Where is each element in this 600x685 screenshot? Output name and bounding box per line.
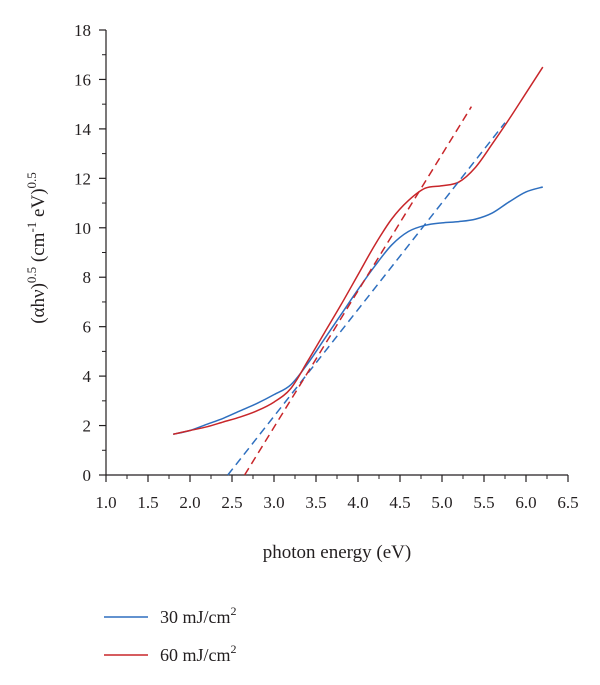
legend: 30 mJ/cm2 60 mJ/cm2 [104,604,237,665]
x-ticks: 1.0 1.5 2.0 2.5 3.0 3.5 4.0 4.5 5.0 5.5 6.0 6.5 [95,475,579,512]
x-tick-label: 3.5 [305,493,326,512]
x-tick-label: 5.0 [431,493,452,512]
x-tick-label: 4.0 [347,493,368,512]
x-tick-label: 6.5 [557,493,578,512]
x-tick-label: 5.5 [473,493,494,512]
y-tick-label: 10 [74,219,91,238]
x-tick-label: 2.0 [179,493,200,512]
x-axis-title: photon energy (eV) [263,542,411,563]
y-axis-title-base: (αhν) [28,283,49,324]
x-tick-label: 6.0 [515,493,536,512]
axes [105,30,568,476]
y-axis-title: (αhν)0.5 (cm-1 eV)0.5 [24,172,49,324]
legend-label-30: 30 mJ/cm2 [160,604,237,627]
x-tick-label: 1.0 [95,493,116,512]
x-tick-label: 2.5 [221,493,242,512]
y-axis-title-exp3: 0.5 [24,172,39,188]
y-tick-label: 16 [74,70,91,89]
y-tick-label: 18 [74,21,91,40]
y-axis-title-mid: (cm [28,232,49,267]
y-tick-label: 2 [83,417,92,436]
y-ticks: 0 2 4 6 8 10 12 14 16 18 [74,21,106,485]
x-tick-label: 1.5 [137,493,158,512]
fit-line-2 [227,122,506,476]
y-tick-label: 6 [83,318,92,337]
fit-line-3 [243,106,473,476]
x-tick-label: 3.0 [263,493,284,512]
series-line-0 [173,186,544,435]
series-line-1 [173,66,544,435]
y-axis-title-exp2: -1 [24,222,39,233]
series-lines [173,66,544,476]
y-axis-title-tail: eV) [28,188,49,221]
y-tick-label: 12 [74,169,91,188]
y-tick-label: 4 [83,367,92,386]
y-axis-title-exp1: 0.5 [24,267,39,283]
legend-label-60: 60 mJ/cm2 [160,642,237,665]
y-tick-label: 14 [74,120,92,139]
y-tick-label: 8 [83,268,92,287]
x-tick-label: 4.5 [389,493,410,512]
y-tick-label: 0 [83,466,92,485]
